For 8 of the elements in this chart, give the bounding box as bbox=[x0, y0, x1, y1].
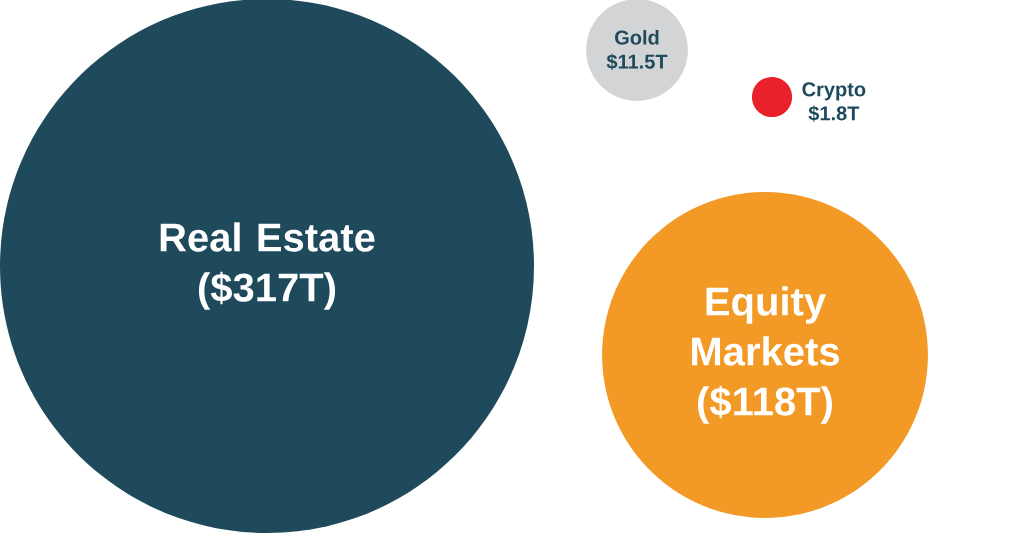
data-label: $11.5T bbox=[606, 53, 668, 70]
data-label: $1.8T bbox=[808, 105, 860, 122]
data-label: ($317T) bbox=[198, 271, 336, 310]
category-label: Crypto bbox=[802, 82, 866, 101]
category-label: Gold bbox=[615, 30, 659, 45]
data-label: ($118T) bbox=[698, 385, 832, 424]
category-label: Equity Markets bbox=[692, 286, 839, 366]
category-label: Real Estate bbox=[160, 222, 375, 252]
